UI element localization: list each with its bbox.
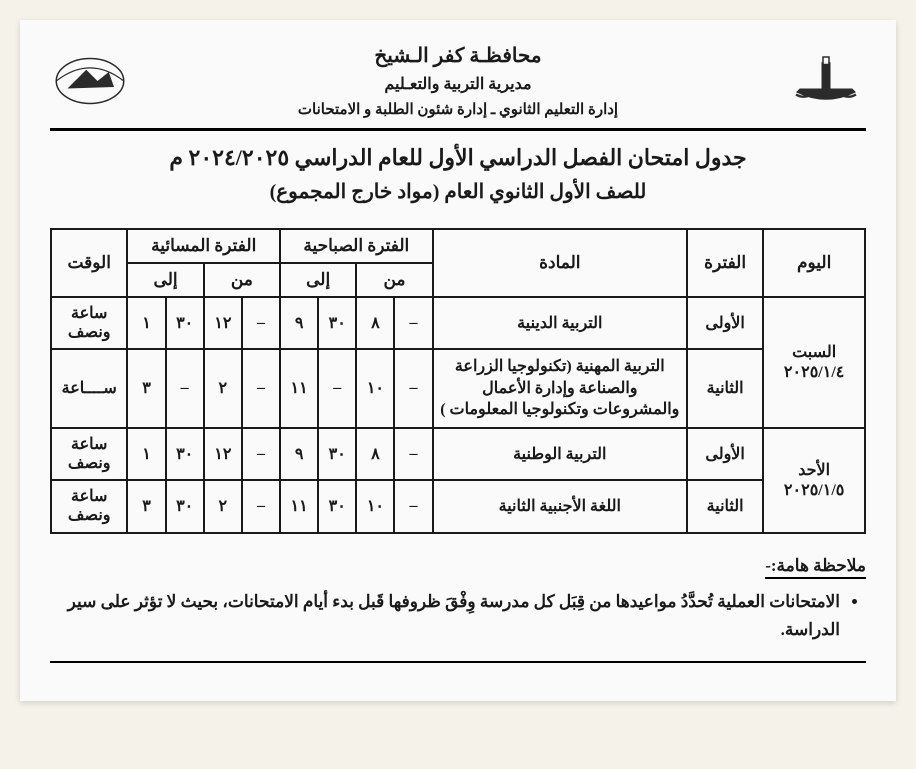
cell-subject: التربية الدينية [433, 297, 687, 349]
cell-mt-h: ١١ [280, 349, 318, 428]
table-row: الثانية اللغة الأجنبية الثانية – ١٠ ٣٠ ١… [51, 480, 865, 532]
cell-mf-dash: – [394, 297, 432, 349]
cell-ef-h: ٢ [204, 349, 242, 428]
th-morning-to: إلى [280, 263, 356, 297]
cell-period: الثانية [687, 349, 763, 428]
th-day: اليوم [763, 229, 865, 297]
left-logo [50, 51, 130, 111]
cell-duration: ساعة ونصف [51, 480, 127, 532]
cell-ef-h: ١٢ [204, 297, 242, 349]
cell-et-m: ٣٠ [166, 480, 204, 532]
th-evening-from: من [204, 263, 280, 297]
document-page: محافظـة كفر الـشيخ مديرية التربية والتعـ… [20, 20, 896, 701]
main-title: جدول امتحان الفصل الدراسي الأول للعام ال… [50, 145, 866, 171]
header-rule [50, 128, 866, 131]
cell-ef-h: ١٢ [204, 428, 242, 480]
cell-et-h: ١ [127, 297, 165, 349]
header-governorate: محافظـة كفر الـشيخ [130, 40, 786, 72]
th-subject: المادة [433, 229, 687, 297]
notes-list: الامتحانات العملية تُحدَّدُ مواعيدها من … [50, 588, 866, 646]
cell-mt-m: ٣٠ [318, 428, 356, 480]
cell-et-h: ٣ [127, 349, 165, 428]
table-header-row-1: اليوم الفترة المادة الفترة الصباحية الفت… [51, 229, 865, 263]
cell-mt-m: ٣٠ [318, 297, 356, 349]
cell-mf-dash: – [394, 349, 432, 428]
exam-schedule-table: اليوم الفترة المادة الفترة الصباحية الفت… [50, 228, 866, 534]
cell-mt-m: ٣٠ [318, 480, 356, 532]
cell-ef-h: ٢ [204, 480, 242, 532]
th-morning: الفترة الصباحية [280, 229, 433, 263]
cell-subject: التربية المهنية (تكنولوجيا الزراعة والصن… [433, 349, 687, 428]
th-duration: الوقت [51, 229, 127, 297]
cell-et-m: ٣٠ [166, 428, 204, 480]
cell-mf-h: ٨ [356, 297, 394, 349]
cell-duration: ساعة ونصف [51, 297, 127, 349]
cell-mt-h: ١١ [280, 480, 318, 532]
cell-subject: التربية الوطنية [433, 428, 687, 480]
cell-mf-h: ١٠ [356, 480, 394, 532]
cell-et-m: – [166, 349, 204, 428]
cell-subject: اللغة الأجنبية الثانية [433, 480, 687, 532]
header-center: محافظـة كفر الـشيخ مديرية التربية والتعـ… [130, 40, 786, 122]
th-morning-from: من [356, 263, 432, 297]
table-row: الأحد ٢٠٢٥/١/٥ الأولى التربية الوطنية – … [51, 428, 865, 480]
th-evening-to: إلى [127, 263, 203, 297]
table-row: الثانية التربية المهنية (تكنولوجيا الزرا… [51, 349, 865, 428]
cell-mt-m: – [318, 349, 356, 428]
cell-duration: ساعة ونصف [51, 428, 127, 480]
cell-et-m: ٣٠ [166, 297, 204, 349]
header-department: إدارة التعليم الثانوي ـ إدارة شئون الطلب… [130, 98, 786, 122]
cell-period: الثانية [687, 480, 763, 532]
cell-mf-h: ٨ [356, 428, 394, 480]
notes-label: ملاحظة هامة:- [765, 556, 866, 576]
cell-day: السبت ٢٠٢٥/١/٤ [763, 297, 865, 428]
cell-ef-dash: – [242, 428, 280, 480]
cell-day: الأحد ٢٠٢٥/١/٥ [763, 428, 865, 533]
cell-mt-h: ٩ [280, 428, 318, 480]
th-period: الفترة [687, 229, 763, 297]
cell-ef-dash: – [242, 349, 280, 428]
cell-et-h: ١ [127, 428, 165, 480]
cell-et-h: ٣ [127, 480, 165, 532]
table-row: السبت ٢٠٢٥/١/٤ الأولى التربية الدينية – … [51, 297, 865, 349]
cell-ef-dash: – [242, 480, 280, 532]
header-row: محافظـة كفر الـشيخ مديرية التربية والتعـ… [50, 40, 866, 122]
governorate-seal-icon [50, 51, 130, 111]
bottom-rule [50, 661, 866, 663]
cell-mt-h: ٩ [280, 297, 318, 349]
cell-mf-dash: – [394, 428, 432, 480]
right-logo [786, 51, 866, 111]
cell-period: الأولى [687, 297, 763, 349]
boat-emblem-icon [786, 51, 866, 111]
cell-mf-dash: – [394, 480, 432, 532]
cell-duration: ســــاعة [51, 349, 127, 428]
cell-mf-h: ١٠ [356, 349, 394, 428]
header-directorate: مديرية التربية والتعـليم [130, 72, 786, 98]
cell-period: الأولى [687, 428, 763, 480]
cell-ef-dash: – [242, 297, 280, 349]
th-evening: الفترة المسائية [127, 229, 280, 263]
sub-title: للصف الأول الثانوي العام (مواد خارج المج… [50, 179, 866, 204]
note-item: الامتحانات العملية تُحدَّدُ مواعيدها من … [50, 588, 840, 646]
